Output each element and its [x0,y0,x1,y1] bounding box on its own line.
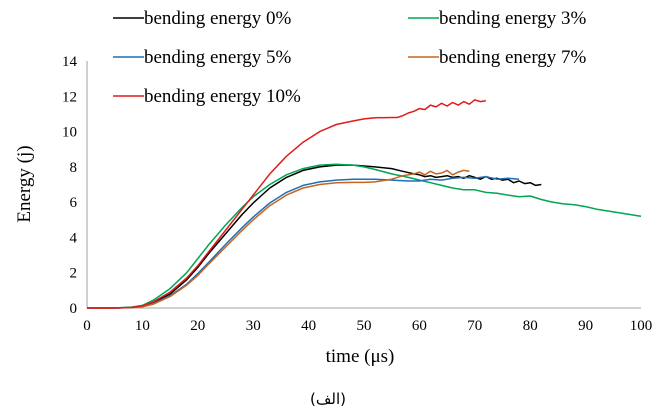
legend-item: bending energy 3% [408,8,587,29]
series-line-0 [87,164,542,309]
y-tick-label: 6 [70,195,78,211]
series-line-2 [87,175,520,309]
y-tick-label: 14 [62,54,78,70]
series-line-3 [87,169,470,309]
legend-label: bending energy 3% [439,8,587,29]
x-tick-label: 20 [190,318,205,334]
y-tick-label: 0 [70,301,78,317]
legend-label: bending energy 7% [439,47,587,68]
legend-item: bending energy 10% [113,86,301,107]
y-axis-ticks: 0 2 4 6 8 10 12 14 [62,54,78,317]
x-tick-label: 80 [523,318,538,334]
y-tick-label: 2 [70,266,78,282]
legend: bending energy 0% bending energy 3% bendin… [113,8,587,107]
figure-caption: (الف) [310,390,346,408]
legend-item: bending energy 7% [408,47,587,68]
legend-label: bending energy 5% [144,47,292,68]
y-axis-title: Energy (j) [14,145,35,222]
x-tick-label: 90 [578,318,593,334]
legend-label: bending energy 0% [144,8,292,29]
x-tick-label: 50 [357,318,372,334]
y-tick-label: 10 [62,125,77,141]
series-line-1 [87,163,642,309]
x-tick-label: 0 [83,318,91,334]
x-tick-label: 30 [246,318,261,334]
y-tick-label: 4 [70,230,78,246]
x-tick-label: 100 [630,318,653,334]
x-tick-label: 40 [301,318,316,334]
x-tick-label: 10 [135,318,150,334]
legend-item: bending energy 5% [113,47,292,68]
x-axis-title: time (μs) [326,346,395,367]
legend-label: bending energy 10% [144,86,301,107]
series-lines [87,99,642,309]
plot-area: 0 10 20 30 40 50 60 70 80 90 100 0 2 4 6 8 10 12 14 [62,54,652,334]
x-tick-label: 70 [467,318,482,334]
series-line-4 [87,99,487,309]
x-axis-ticks: 0 10 20 30 40 50 60 70 80 90 100 [83,318,652,334]
y-tick-label: 8 [70,160,78,176]
legend-item: bending energy 0% [113,8,292,29]
x-tick-label: 60 [412,318,427,334]
y-tick-label: 12 [62,89,77,105]
